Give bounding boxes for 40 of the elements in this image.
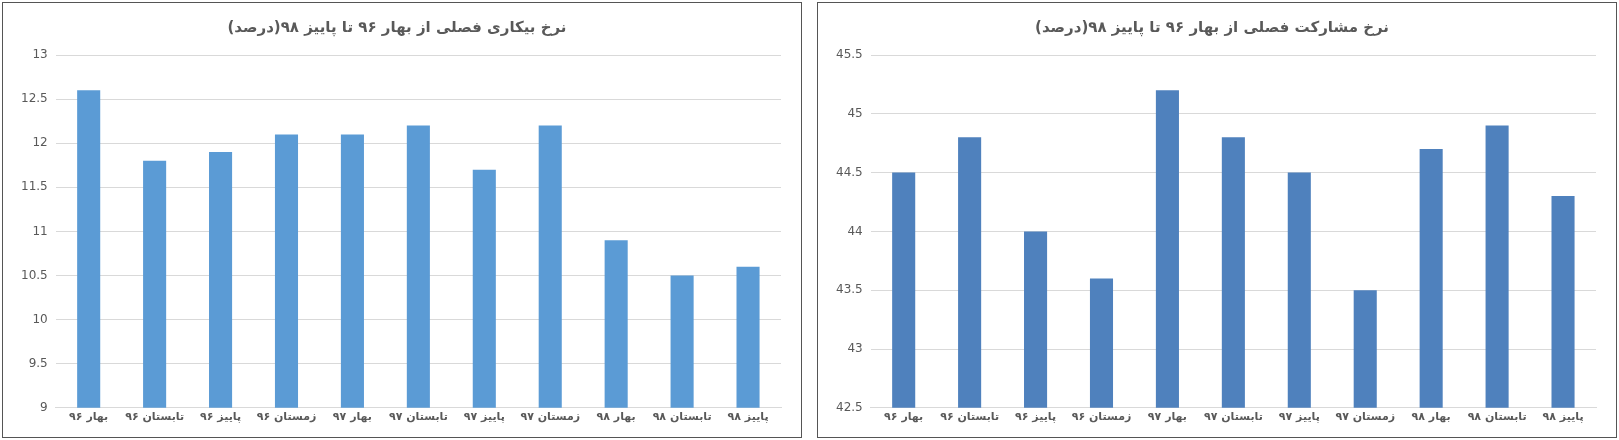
x-tick-label: تابستان ۹۸ — [1467, 410, 1527, 424]
x-tick-label: زمستان ۹۷ — [1335, 410, 1396, 424]
x-tick-label: پاییز ۹۶ — [1015, 410, 1057, 424]
x-tick-label: بهار ۹۶ — [884, 410, 924, 424]
y-tick-label: 9.5 — [28, 355, 48, 370]
x-tick-label: تابستان ۹۶ — [125, 410, 185, 424]
x-tick-label: زمستان ۹۶ — [1071, 410, 1132, 424]
x-tick-label: بهار ۹۸ — [1411, 410, 1451, 424]
chart-title: نرخ مشارکت فصلی از بهار ۹۶ تا پاییز ۹۸(درصد) — [1035, 17, 1389, 37]
y-tick-label: 45 — [847, 105, 863, 120]
x-tick-label: پاییز ۹۶ — [200, 410, 242, 424]
x-tick-label: پاییز ۹۸ — [1542, 410, 1584, 424]
y-tick-label: 10 — [32, 311, 48, 326]
y-tick-label: 11 — [32, 223, 48, 238]
x-tick-label: تابستان ۹۷ — [388, 410, 448, 424]
x-tick-label: زمستان ۹۷ — [520, 410, 581, 424]
y-tick-label: 12.5 — [21, 91, 48, 106]
x-tick-label: تابستان ۹۸ — [652, 410, 712, 424]
x-tick-label: پاییز ۹۷ — [1278, 410, 1320, 424]
x-tick-label: بهار ۹۷ — [332, 410, 372, 424]
x-tick-label: تابستان ۹۷ — [1203, 410, 1263, 424]
y-tick-label: 9 — [40, 399, 48, 414]
x-tick-label: تابستان ۹۶ — [940, 410, 1000, 424]
y-tick-label: 12 — [32, 135, 48, 150]
x-tick-label: پاییز ۹۷ — [463, 410, 505, 424]
y-tick-label: 42.5 — [836, 399, 863, 414]
y-tick-label: 10.5 — [21, 267, 48, 282]
y-tick-label: 43.5 — [836, 282, 863, 297]
y-tick-label: 43 — [847, 341, 863, 356]
x-tick-label: بهار ۹۷ — [1147, 410, 1187, 424]
x-tick-label: بهار ۹۸ — [596, 410, 636, 424]
x-tick-label: بهار ۹۶ — [69, 410, 109, 424]
y-tick-label: 44 — [847, 223, 863, 238]
x-tick-label: پاییز ۹۸ — [727, 410, 769, 424]
y-tick-label: 44.5 — [836, 164, 863, 179]
x-tick-label: زمستان ۹۶ — [256, 410, 317, 424]
y-tick-label: 11.5 — [21, 179, 48, 194]
chart-title: نرخ بیکاری فصلی از بهار ۹۶ تا پاییز ۹۸(درصد) — [227, 17, 567, 37]
y-tick-label: 13 — [32, 47, 48, 62]
y-tick-label: 45.5 — [836, 47, 863, 62]
